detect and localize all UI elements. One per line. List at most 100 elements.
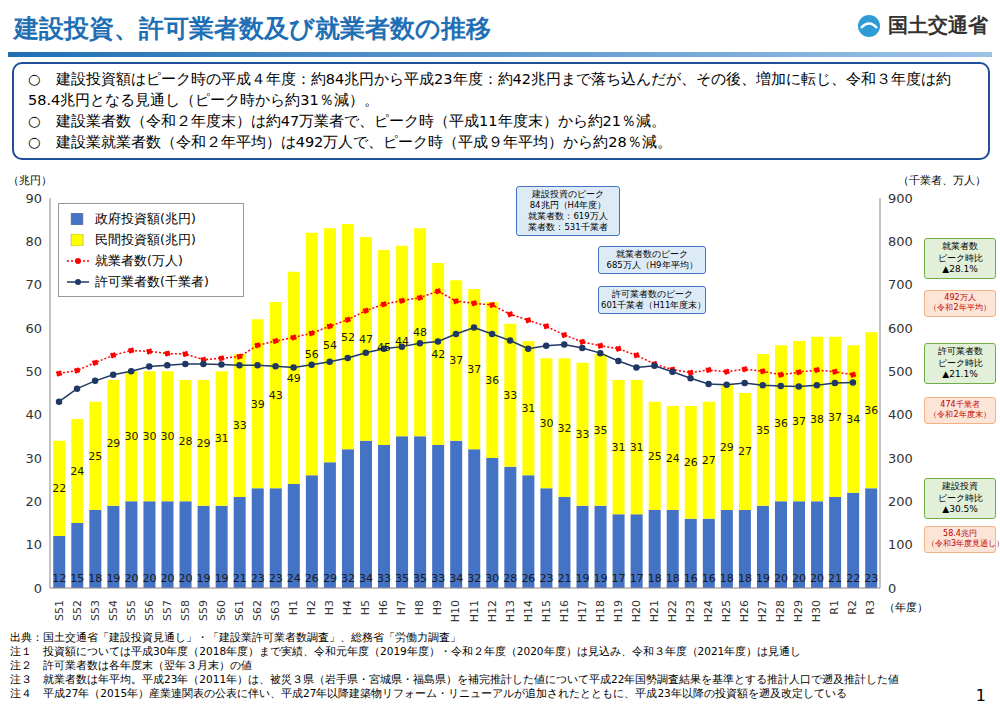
svg-text:19: 19 bbox=[106, 572, 120, 585]
svg-text:42: 42 bbox=[431, 348, 445, 361]
svg-text:S51: S51 bbox=[53, 600, 66, 621]
svg-text:H24: H24 bbox=[702, 600, 715, 622]
svg-text:34: 34 bbox=[449, 572, 463, 585]
svg-text:30: 30 bbox=[142, 430, 156, 443]
svg-text:44: 44 bbox=[395, 335, 409, 348]
svg-text:24: 24 bbox=[70, 465, 84, 478]
svg-text:H21: H21 bbox=[648, 600, 661, 622]
svg-text:400: 400 bbox=[888, 407, 913, 422]
svg-text:24: 24 bbox=[287, 572, 301, 585]
svg-text:H15: H15 bbox=[540, 600, 553, 622]
svg-text:700: 700 bbox=[888, 277, 913, 292]
svg-text:26: 26 bbox=[305, 572, 319, 585]
svg-text:23: 23 bbox=[864, 572, 878, 585]
svg-text:R3: R3 bbox=[864, 600, 877, 615]
svg-text:H9: H9 bbox=[431, 600, 444, 615]
svg-text:70: 70 bbox=[25, 277, 42, 292]
svg-text:19: 19 bbox=[576, 572, 590, 585]
svg-text:S62: S62 bbox=[251, 600, 264, 621]
svg-text:27: 27 bbox=[738, 445, 752, 458]
svg-text:49: 49 bbox=[287, 372, 301, 385]
svg-text:19: 19 bbox=[197, 572, 211, 585]
svg-text:800: 800 bbox=[888, 234, 913, 249]
svg-text:47: 47 bbox=[359, 333, 373, 346]
svg-text:32: 32 bbox=[467, 572, 481, 585]
svg-text:90: 90 bbox=[25, 191, 42, 206]
svg-text:80: 80 bbox=[25, 234, 42, 249]
svg-text:31: 31 bbox=[612, 441, 626, 454]
svg-text:43: 43 bbox=[269, 389, 283, 402]
svg-text:30: 30 bbox=[25, 451, 42, 466]
svg-text:39: 39 bbox=[251, 398, 265, 411]
svg-text:20: 20 bbox=[25, 494, 42, 509]
svg-text:S53: S53 bbox=[89, 600, 102, 621]
svg-text:18: 18 bbox=[648, 572, 662, 585]
svg-text:20: 20 bbox=[179, 572, 193, 585]
svg-text:30: 30 bbox=[161, 430, 175, 443]
svg-text:29: 29 bbox=[106, 437, 120, 450]
svg-text:H3: H3 bbox=[323, 600, 336, 615]
svg-text:S52: S52 bbox=[71, 600, 84, 621]
svg-text:35: 35 bbox=[756, 424, 770, 437]
svg-text:26: 26 bbox=[521, 572, 535, 585]
svg-text:H20: H20 bbox=[630, 600, 643, 622]
svg-text:500: 500 bbox=[888, 364, 913, 379]
svg-text:S55: S55 bbox=[125, 600, 138, 621]
svg-text:H10: H10 bbox=[449, 600, 462, 622]
svg-text:S54: S54 bbox=[107, 600, 120, 621]
svg-text:33: 33 bbox=[233, 419, 247, 432]
svg-text:29: 29 bbox=[323, 572, 337, 585]
svg-text:29: 29 bbox=[197, 437, 211, 450]
svg-text:31: 31 bbox=[521, 402, 535, 415]
svg-text:28: 28 bbox=[179, 435, 193, 448]
svg-text:52: 52 bbox=[341, 331, 355, 344]
svg-text:17: 17 bbox=[630, 572, 644, 585]
svg-text:H6: H6 bbox=[377, 600, 390, 615]
svg-text:31: 31 bbox=[215, 432, 229, 445]
svg-text:37: 37 bbox=[828, 411, 842, 424]
svg-text:H28: H28 bbox=[774, 600, 787, 622]
svg-text:30: 30 bbox=[539, 417, 553, 430]
svg-text:28: 28 bbox=[503, 572, 517, 585]
svg-text:33: 33 bbox=[377, 572, 391, 585]
svg-text:H17: H17 bbox=[576, 600, 589, 622]
svg-text:S61: S61 bbox=[233, 600, 246, 621]
svg-text:16: 16 bbox=[684, 572, 698, 585]
svg-text:35: 35 bbox=[413, 572, 427, 585]
svg-text:35: 35 bbox=[395, 572, 409, 585]
svg-text:17: 17 bbox=[612, 572, 626, 585]
svg-text:20: 20 bbox=[774, 572, 788, 585]
svg-text:56: 56 bbox=[305, 348, 319, 361]
svg-text:20: 20 bbox=[142, 572, 156, 585]
svg-text:21: 21 bbox=[828, 572, 842, 585]
svg-text:0: 0 bbox=[888, 581, 896, 596]
svg-text:22: 22 bbox=[846, 572, 860, 585]
svg-text:S57: S57 bbox=[161, 600, 174, 621]
svg-text:33: 33 bbox=[431, 572, 445, 585]
svg-text:H22: H22 bbox=[666, 600, 679, 622]
svg-text:18: 18 bbox=[666, 572, 680, 585]
svg-text:36: 36 bbox=[774, 417, 788, 430]
svg-text:60: 60 bbox=[25, 321, 42, 336]
svg-text:31: 31 bbox=[630, 441, 644, 454]
svg-text:12: 12 bbox=[52, 572, 66, 585]
svg-text:50: 50 bbox=[25, 364, 42, 379]
svg-text:54: 54 bbox=[323, 339, 337, 352]
svg-text:H18: H18 bbox=[594, 600, 607, 622]
svg-text:25: 25 bbox=[88, 450, 102, 463]
svg-text:S58: S58 bbox=[179, 600, 192, 621]
svg-text:20: 20 bbox=[124, 572, 138, 585]
svg-text:40: 40 bbox=[25, 407, 42, 422]
svg-text:26: 26 bbox=[684, 456, 698, 469]
svg-text:H12: H12 bbox=[486, 600, 499, 622]
svg-text:H26: H26 bbox=[738, 600, 751, 622]
svg-text:H4: H4 bbox=[341, 600, 354, 615]
svg-text:10: 10 bbox=[25, 537, 42, 552]
svg-text:23: 23 bbox=[269, 572, 283, 585]
svg-text:900: 900 bbox=[888, 191, 913, 206]
svg-text:S59: S59 bbox=[197, 600, 210, 621]
svg-text:H11: H11 bbox=[468, 600, 481, 622]
svg-text:18: 18 bbox=[720, 572, 734, 585]
svg-text:H7: H7 bbox=[395, 600, 408, 615]
svg-text:33: 33 bbox=[576, 428, 590, 441]
